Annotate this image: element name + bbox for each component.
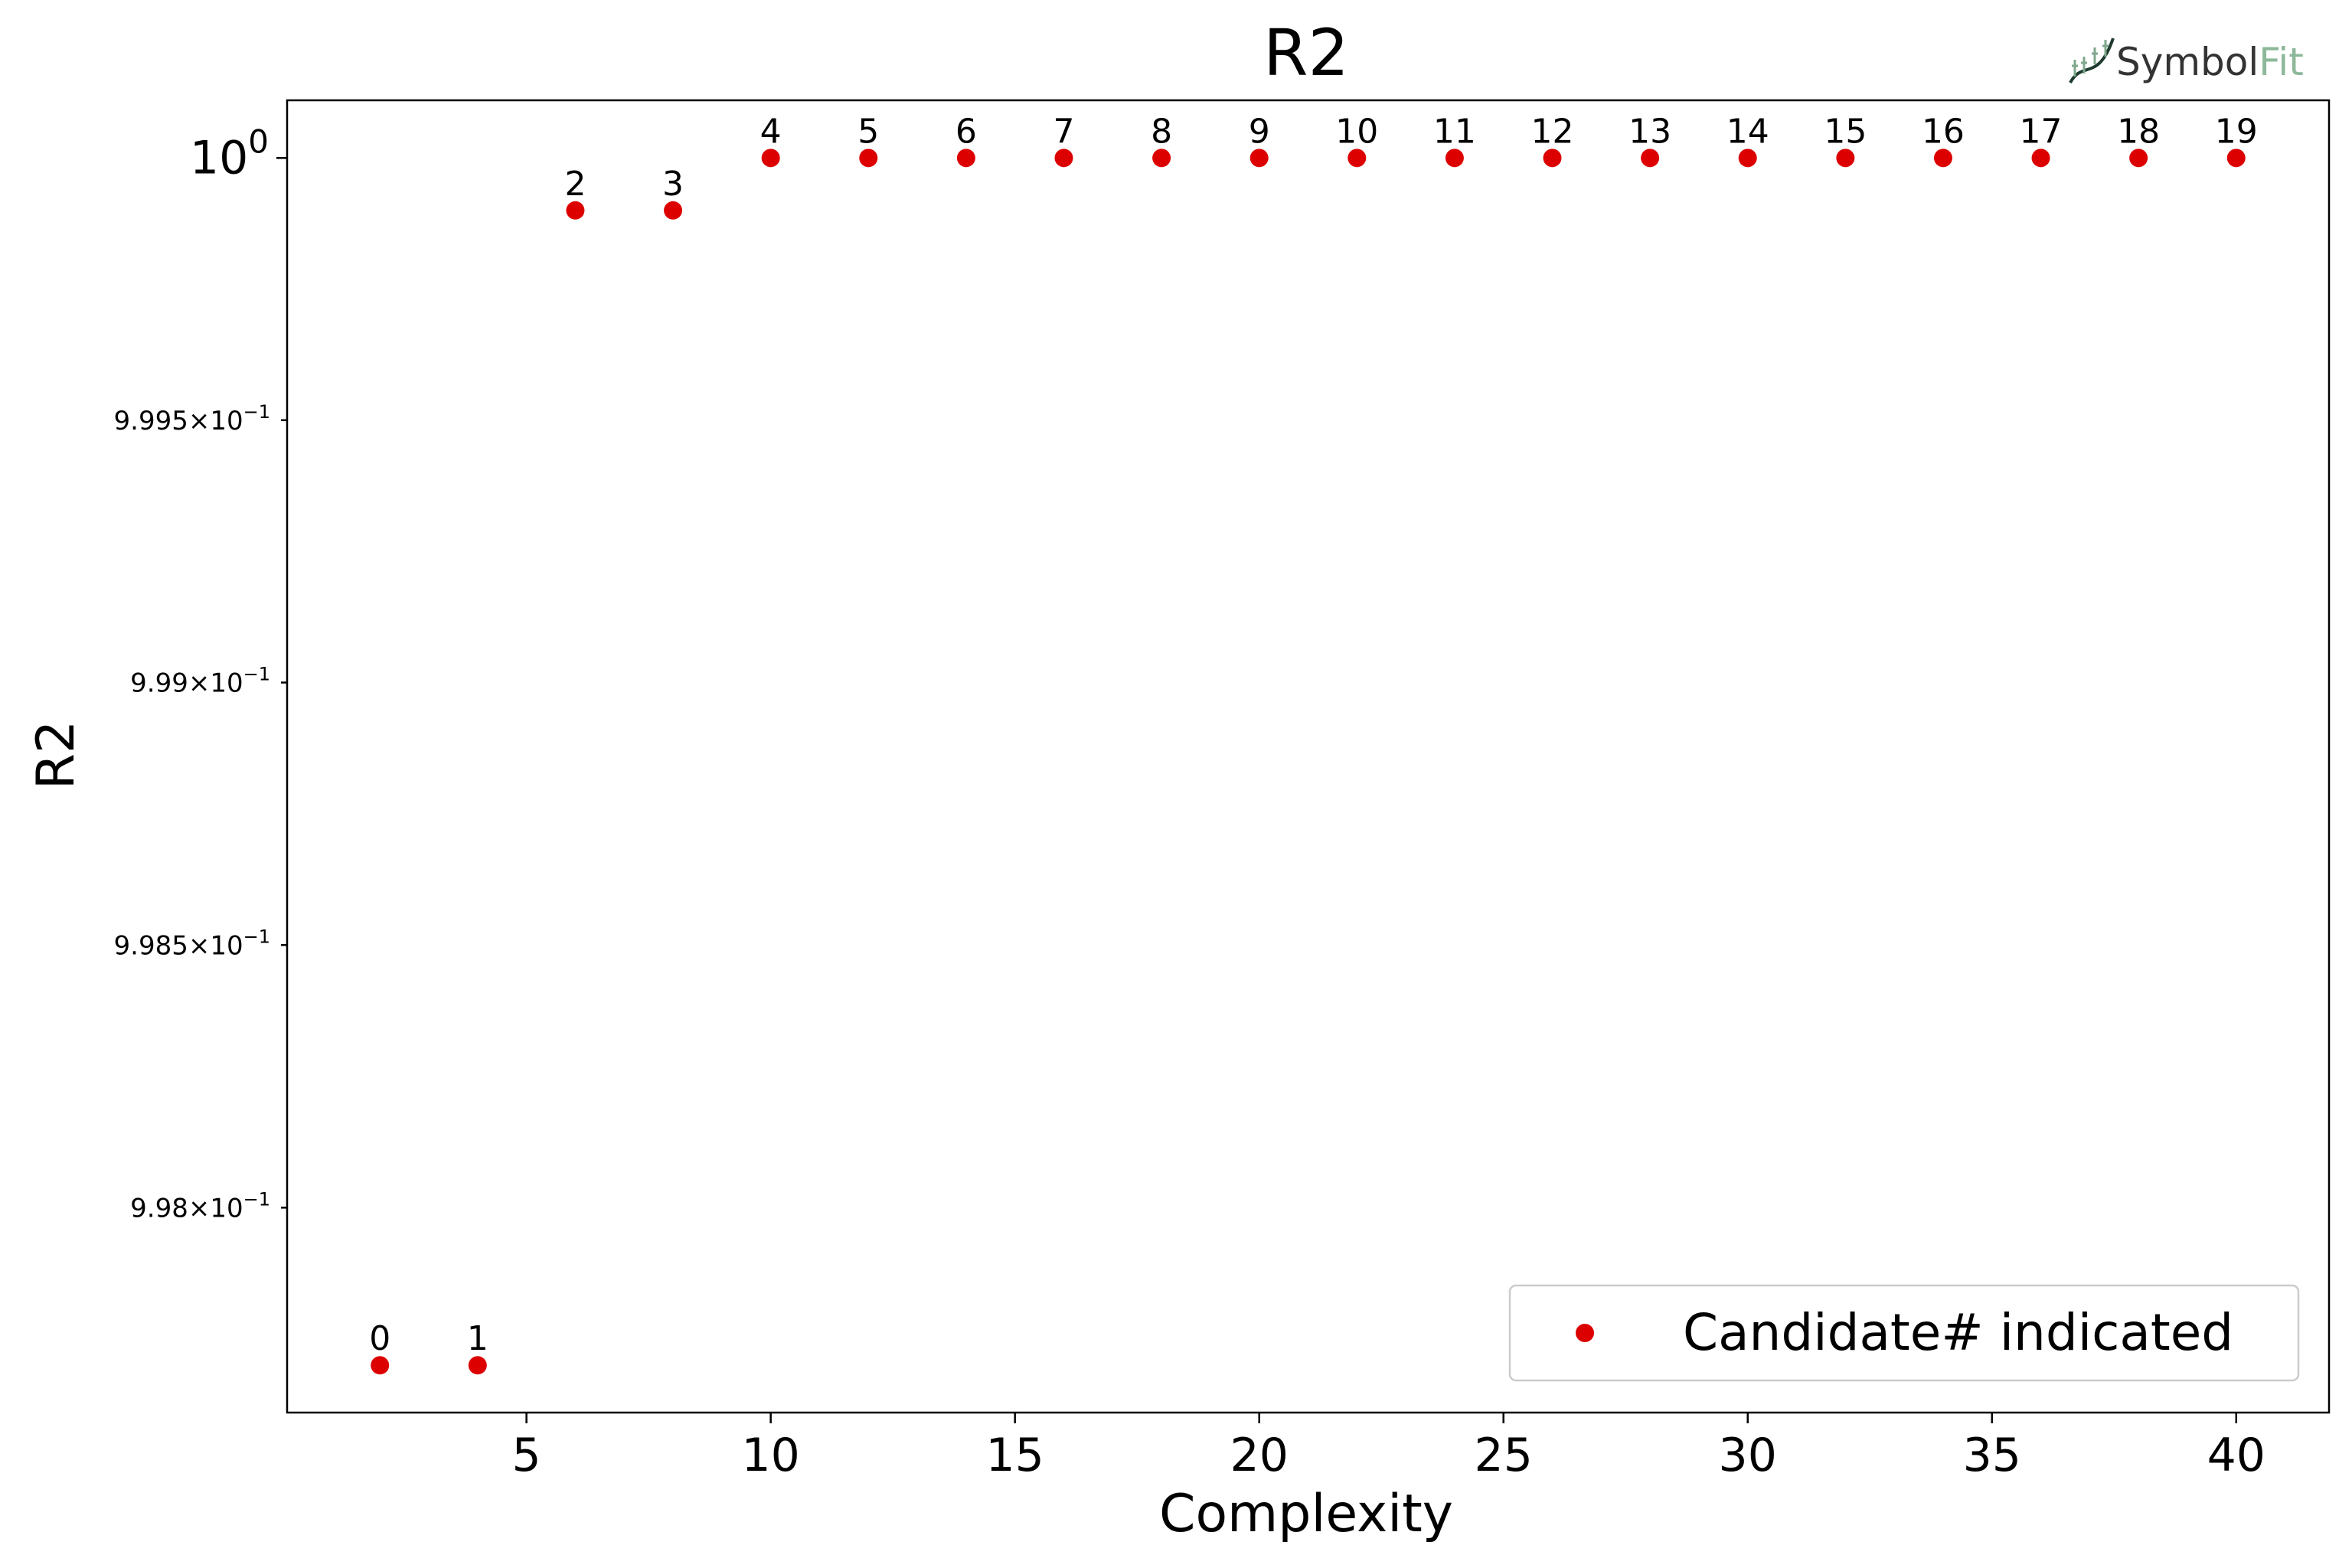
x-tick-label: 30 bbox=[1719, 1429, 1777, 1482]
data-point-label: 1 bbox=[467, 1319, 488, 1358]
data-point-label: 2 bbox=[564, 165, 586, 204]
x-tick-label: 20 bbox=[1230, 1429, 1289, 1482]
data-point-label: 17 bbox=[2020, 112, 2063, 151]
legend-box bbox=[1508, 1284, 2300, 1382]
data-point-label: 18 bbox=[2117, 112, 2160, 151]
data-point-label: 14 bbox=[1726, 112, 1769, 151]
y-tick-mantissa: 9.985×10 bbox=[114, 930, 243, 961]
y-tick-label: 9.98×10−1 bbox=[130, 1188, 270, 1223]
x-tick-label: 40 bbox=[2207, 1429, 2265, 1482]
data-point bbox=[664, 201, 683, 220]
data-point bbox=[1738, 149, 1757, 168]
data-point-label: 11 bbox=[1433, 112, 1476, 151]
data-point-label: 0 bbox=[369, 1319, 390, 1358]
data-point-label: 5 bbox=[858, 112, 879, 151]
data-point bbox=[2226, 149, 2246, 168]
y-tick-mantissa: 10 bbox=[190, 131, 248, 185]
data-point bbox=[1250, 149, 1269, 168]
data-point bbox=[1445, 149, 1464, 168]
data-point bbox=[1641, 149, 1660, 168]
logo-text-dark: Symbol bbox=[2116, 40, 2259, 84]
data-point bbox=[1543, 149, 1562, 168]
data-point bbox=[1836, 149, 1855, 168]
x-tick-label: 5 bbox=[512, 1429, 541, 1482]
data-point-label: 15 bbox=[1824, 112, 1867, 151]
y-tick-label: 9.99×10−1 bbox=[130, 663, 270, 698]
x-tick-label: 35 bbox=[1963, 1429, 2021, 1482]
data-point bbox=[1152, 149, 1171, 168]
data-point bbox=[468, 1356, 487, 1375]
y-tick-label: 9.995×10−1 bbox=[114, 401, 270, 436]
y-tick-mantissa: 9.98×10 bbox=[130, 1193, 243, 1223]
y-tick-exponent: −1 bbox=[243, 1188, 270, 1210]
data-point-label: 3 bbox=[662, 165, 684, 204]
data-point bbox=[2031, 149, 2050, 168]
logo-text-light: Fit bbox=[2259, 40, 2304, 84]
logo-text: SymbolFit bbox=[2116, 40, 2304, 84]
y-tick-label: 9.985×10−1 bbox=[114, 926, 270, 961]
x-tick-label: 25 bbox=[1475, 1429, 1533, 1482]
data-point-label: 16 bbox=[1922, 112, 1965, 151]
legend: Candidate# indicated bbox=[1508, 1284, 2300, 1382]
data-point bbox=[761, 149, 780, 168]
y-tick-exponent: −1 bbox=[243, 663, 270, 684]
plot-area bbox=[286, 99, 2331, 1414]
y-axis-ticks: 1009.995×10−19.99×10−19.985×10−19.98×10−… bbox=[114, 122, 287, 1223]
x-axis-label: Complexity bbox=[1159, 1484, 1453, 1544]
data-point-label: 8 bbox=[1151, 112, 1172, 151]
y-tick-exponent: 0 bbox=[248, 122, 269, 160]
y-tick-label: 100 bbox=[190, 122, 269, 185]
y-tick-exponent: −1 bbox=[243, 401, 270, 423]
data-point-label: 12 bbox=[1531, 112, 1574, 151]
y-tick-mantissa: 9.995×10 bbox=[114, 406, 243, 436]
data-point bbox=[371, 1356, 390, 1375]
data-point-label: 10 bbox=[1335, 112, 1378, 151]
data-point bbox=[566, 201, 585, 220]
data-point-label: 4 bbox=[760, 112, 782, 151]
data-point-label: 13 bbox=[1628, 112, 1671, 151]
symbolfit-logo: SymbolFit bbox=[2069, 38, 2304, 84]
data-point bbox=[1054, 149, 1073, 168]
x-tick-label: 10 bbox=[741, 1429, 799, 1482]
data-point bbox=[1933, 149, 1952, 168]
legend-marker bbox=[1576, 1324, 1594, 1342]
data-point bbox=[2129, 149, 2148, 168]
x-axis-ticks: 5 10 15 20 25 30 35 40 bbox=[512, 1413, 2265, 1482]
data-point bbox=[1348, 149, 1367, 168]
data-point-label: 6 bbox=[956, 112, 977, 151]
chart-title: R2 bbox=[1263, 15, 1349, 90]
data-point bbox=[859, 149, 878, 168]
data-point-label: 7 bbox=[1053, 112, 1074, 151]
data-point bbox=[956, 149, 975, 168]
logo-mark-icon bbox=[2069, 38, 2115, 83]
y-axis-label: R2 bbox=[26, 720, 87, 790]
data-points: 0 12 34 5 6 7 8 9 10 11 12 13 14 15 16 17 18 19 bbox=[369, 112, 2258, 1375]
x-tick-label: 15 bbox=[985, 1429, 1044, 1482]
data-point-label: 9 bbox=[1249, 112, 1270, 151]
legend-label: Candidate# indicated bbox=[1683, 1303, 2233, 1362]
data-point-label: 19 bbox=[2215, 112, 2258, 151]
y-tick-mantissa: 9.99×10 bbox=[130, 668, 243, 698]
y-tick-exponent: −1 bbox=[243, 926, 270, 947]
